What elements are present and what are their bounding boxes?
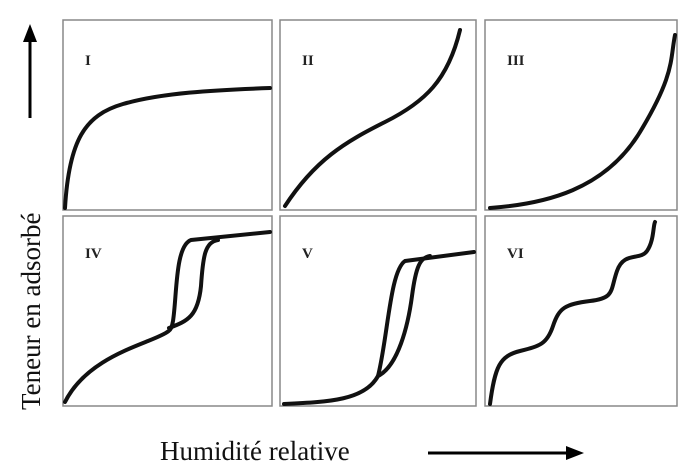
panel-frame [279,19,477,211]
panel: IV [62,215,273,407]
panel-frame [62,19,273,211]
y-axis-label: Teneur en adsorbé [16,212,46,410]
panel: VI [484,215,678,407]
panel: II [279,19,477,211]
isotherm-curve [488,33,677,210]
panel-frame [62,215,273,407]
panel-label: V [302,246,313,262]
panel: III [484,19,678,211]
panel: I [62,19,273,211]
y-arrow-head [23,24,37,42]
panel-frame [484,19,678,211]
panel-label: III [507,53,525,69]
isotherm-curve [488,220,657,406]
isotherm-curve [376,254,432,378]
panel-label: VI [507,246,524,262]
panel: V [279,215,477,407]
isotherm-curve [167,238,220,330]
isotherm-curve [283,28,462,208]
panel-label: II [302,53,314,69]
panel-label: IV [85,246,102,262]
x-arrow-head [566,446,584,460]
x-axis-label: Humidité relative [160,436,350,466]
isotherm-curve [63,86,272,210]
panel-frame [484,215,678,407]
panel-label: I [85,53,91,69]
isotherm-curve [63,230,272,404]
